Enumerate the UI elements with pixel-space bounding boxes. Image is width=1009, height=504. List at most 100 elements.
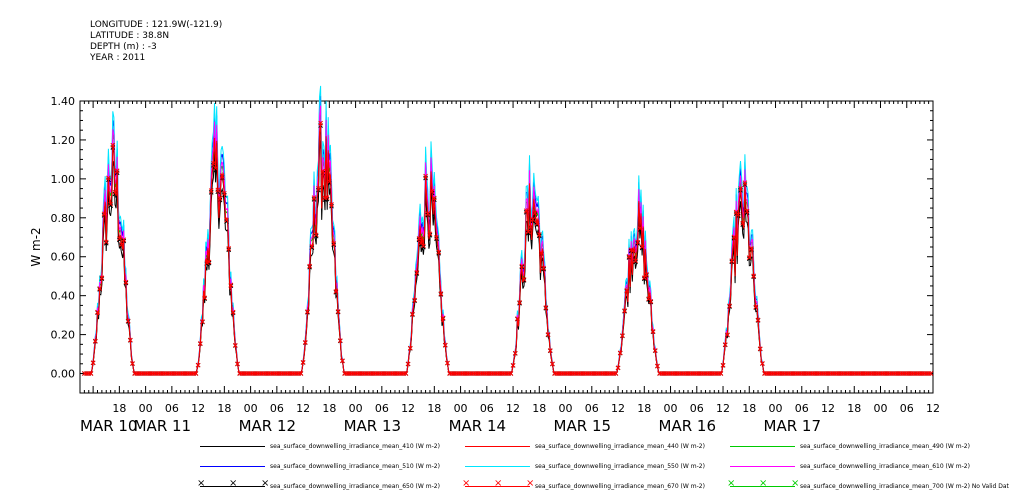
series-marker [512,350,518,356]
series-marker [200,319,205,324]
series-marker [405,361,411,367]
legend-swatch [200,466,265,467]
series-marker [316,185,321,191]
legend-swatch: × × × [727,479,799,489]
series-marker [641,275,647,281]
series-marker [539,250,544,256]
series-marker [423,173,428,179]
series-marker [508,371,514,376]
series-line [84,105,931,374]
series-marker [530,217,536,222]
series-marker [101,211,107,217]
x-tick-label: 18 [532,402,546,415]
series-marker [720,362,726,368]
series-line [84,95,931,374]
y-tick-label: 0.80 [51,212,76,225]
series-marker [639,244,645,250]
series-marker [718,371,724,376]
x-day-label: MAR 10 [80,417,137,435]
series-marker [224,217,229,223]
legend-marker-icon: × [526,478,535,489]
series-marker [418,240,424,246]
series-marker [757,346,763,352]
series-marker [429,188,435,194]
series-marker [613,371,619,376]
legend-marker-icon: × [229,478,238,489]
series-marker [226,246,232,251]
legend-marker-icon: × [197,478,206,489]
series-marker [753,304,759,310]
series-marker [326,179,332,184]
series-marker [633,258,638,264]
series-marker [230,309,236,315]
legend-label: sea_surface_downwelling_irradiance_mean_… [800,463,970,470]
series-marker [735,211,741,217]
series-marker [436,249,442,255]
series-marker [305,309,310,315]
x-tick-label: 12 [191,402,205,415]
series-marker [92,338,98,344]
legend-marker-icon: × [727,478,736,489]
legend-marker-icon: × [261,478,270,489]
legend-swatch: × × × [197,479,269,489]
series-marker [324,195,330,200]
x-tick-label: 06 [795,402,809,415]
x-tick-label: 00 [139,402,153,415]
series-marker [228,282,234,288]
series-marker [117,236,122,241]
series-marker [729,258,735,264]
series-marker [403,371,409,376]
series-marker [298,371,304,376]
y-tick-label: 0.00 [51,368,76,381]
legend-marker-icon: × [462,478,471,489]
series-marker [633,259,638,265]
series-marker [90,360,96,366]
series-marker [335,309,341,314]
y-tick-label: 1.20 [51,134,76,147]
y-tick-label: 0.60 [51,251,76,264]
x-tick-label: 18 [217,402,231,415]
series-marker [193,371,199,376]
series-marker [440,315,446,321]
series-marker [532,210,538,216]
series-marker [313,233,319,239]
series-marker [213,165,218,171]
series-marker [431,195,437,201]
depth-text: DEPTH (m) : -3 [90,42,157,52]
series-marker [427,231,433,237]
series-marker [631,247,636,253]
series-marker [108,203,113,209]
series-marker [95,309,100,315]
series-marker [121,237,127,243]
x-day-label: MAR 14 [449,417,506,435]
series-marker [655,363,660,369]
series-marker [219,173,225,178]
series-marker [88,371,94,376]
series-marker [517,300,522,305]
latitude-text: LATITUDE : 38.8N [90,31,170,41]
x-day-label: MAR 17 [764,417,821,435]
x-day-label: MAR 12 [239,417,296,435]
x-tick-label: 00 [769,402,783,415]
legend-label: sea_surface_downwelling_irradiance_mean_… [270,483,440,490]
series-marker [324,196,330,202]
y-axis-label: W m-2 [29,227,43,266]
series-marker [202,295,208,301]
x-tick-label: 06 [690,402,704,415]
series-group [82,85,934,376]
legend-label: sea_surface_downwelling_irradiance_mean_… [535,463,705,470]
series-marker [545,332,551,337]
series-marker [617,350,623,356]
series-marker [331,241,337,246]
series-marker [329,202,334,207]
legend-marker-icon: × [494,478,503,489]
series-marker [421,243,426,249]
x-day-label: MAR 13 [344,417,401,435]
series-marker [624,288,630,293]
series-marker [637,226,643,231]
series-marker [410,311,415,317]
series-marker [744,208,750,214]
legend-label: sea_surface_downwelling_irradiance_mean_… [535,443,705,450]
legend-swatch [465,446,530,447]
x-tick-label: 12 [821,402,835,415]
